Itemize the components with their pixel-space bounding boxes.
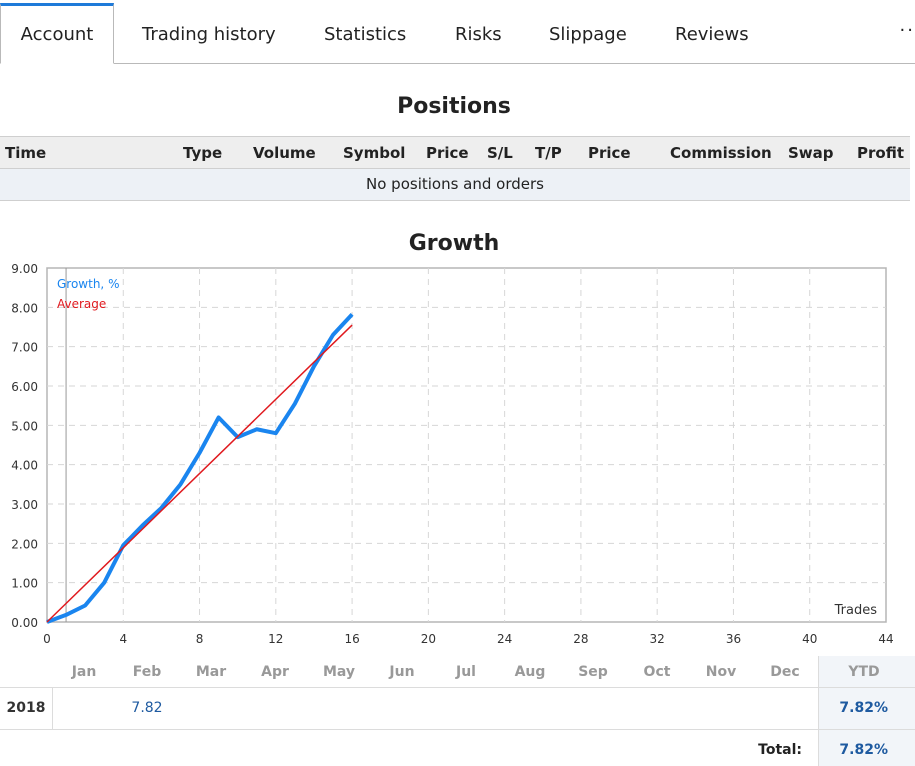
year-label: 2018 <box>6 700 46 716</box>
positions-header-row: Time Type Volume Symbol Price S/L T/P Pr… <box>0 136 910 169</box>
col-price-current: Price <box>588 144 631 162</box>
month-nov: Nov <box>705 664 737 680</box>
month-feb: Feb <box>132 664 162 680</box>
month-sep: Sep <box>578 664 608 680</box>
month-jan: Jan <box>71 664 97 680</box>
col-type: Type <box>183 144 223 162</box>
col-swap: Swap <box>788 144 834 162</box>
month-mar: Mar <box>195 664 227 680</box>
year-separator <box>52 688 53 730</box>
year-ytd-value: 7.82% <box>839 700 888 716</box>
x-tick-label: 4 <box>119 632 127 646</box>
col-sl: S/L <box>487 144 513 162</box>
y-tick-label: 8.00 <box>11 301 38 315</box>
x-tick-label: 20 <box>421 632 436 646</box>
growth-title: Growth <box>408 231 500 256</box>
tab-account[interactable]: Account <box>0 3 114 64</box>
tab-statistics[interactable]: Statistics <box>324 23 407 45</box>
col-commission: Commission <box>670 144 772 162</box>
y-tick-label: 6.00 <box>11 380 38 394</box>
plot-frame <box>46 267 887 623</box>
month-dec: Dec <box>770 664 800 680</box>
tab-bar: Account Trading history Statistics Risks… <box>0 0 915 64</box>
x-tick-label: 0 <box>43 632 51 646</box>
col-volume: Volume <box>253 144 316 162</box>
tab-risks[interactable]: Risks <box>455 23 502 45</box>
x-tick-label: 44 <box>878 632 893 646</box>
growth-chart: 0.00 1.00 2.00 3.00 4.00 5.00 6.00 7.00 8.00 9.00… <box>0 258 915 650</box>
month-jul: Jul <box>456 664 476 680</box>
month-may: May <box>322 664 356 680</box>
ytd-column <box>818 656 915 766</box>
positions-empty-message: No positions and orders <box>0 169 910 201</box>
year-row-2018: 2018 7.82 7.82% <box>0 688 915 730</box>
x-tick-label: 16 <box>344 632 359 646</box>
y-tick-label: 3.00 <box>11 498 38 512</box>
tab-slippage[interactable]: Slippage <box>549 23 627 45</box>
y-tick-label: 0.00 <box>11 616 38 630</box>
monthly-returns-table: Jan Feb Mar Apr May Jun Jul Aug Sep Oct … <box>0 656 915 766</box>
y-tick-label: 9.00 <box>11 262 38 276</box>
y-tick-label: 4.00 <box>11 459 38 473</box>
x-tick-label: 32 <box>650 632 665 646</box>
col-profit: Profit <box>857 144 904 162</box>
x-tick-label: 36 <box>726 632 741 646</box>
x-axis-label: Trades <box>834 603 878 618</box>
month-oct: Oct <box>643 664 671 680</box>
y-tick-label: 1.00 <box>11 577 38 591</box>
y-tick-label: 5.00 <box>11 419 38 433</box>
series-line-average <box>46 324 353 623</box>
col-tp: T/P <box>535 144 562 162</box>
legend-entry: Growth, % <box>57 277 119 291</box>
col-time: Time <box>5 144 47 162</box>
tab-reviews[interactable]: Reviews <box>675 23 749 45</box>
ytd-header: YTD <box>848 664 880 680</box>
total-value: 7.82% <box>839 742 888 758</box>
legend-entry: Average <box>57 297 106 311</box>
month-jun: Jun <box>389 664 415 680</box>
more-tabs-icon[interactable]: ·· <box>899 20 915 41</box>
month-apr: Apr <box>261 664 289 680</box>
total-label: Total: <box>758 742 802 758</box>
month-aug: Aug <box>514 664 546 680</box>
month-value-feb: 7.82 <box>131 700 163 716</box>
y-tick-label: 2.00 <box>11 537 38 551</box>
x-tick-label: 8 <box>196 632 204 646</box>
positions-table: Time Type Volume Symbol Price S/L T/P Pr… <box>0 136 910 201</box>
x-tick-label: 12 <box>268 632 283 646</box>
tab-trading-history[interactable]: Trading history <box>142 23 276 45</box>
growth-chart-svg: 0.00 1.00 2.00 3.00 4.00 5.00 6.00 7.00 8.00 9.00… <box>11 262 893 646</box>
x-tick-label: 24 <box>497 632 512 646</box>
y-tick-label: 7.00 <box>11 341 38 355</box>
x-tick-label: 28 <box>573 632 588 646</box>
monthly-header-row: Jan Feb Mar Apr May Jun Jul Aug Sep Oct … <box>0 656 915 688</box>
col-price-open: Price <box>426 144 469 162</box>
col-symbol: Symbol <box>343 144 406 162</box>
x-tick-label: 40 <box>802 632 817 646</box>
positions-title: Positions <box>397 94 511 119</box>
